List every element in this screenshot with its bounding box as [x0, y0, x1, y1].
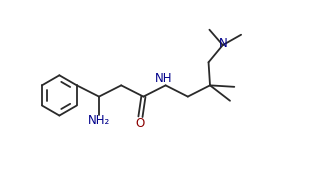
- Text: NH₂: NH₂: [88, 114, 110, 127]
- Text: N: N: [219, 37, 228, 50]
- Text: O: O: [136, 117, 145, 130]
- Text: NH: NH: [154, 72, 172, 85]
